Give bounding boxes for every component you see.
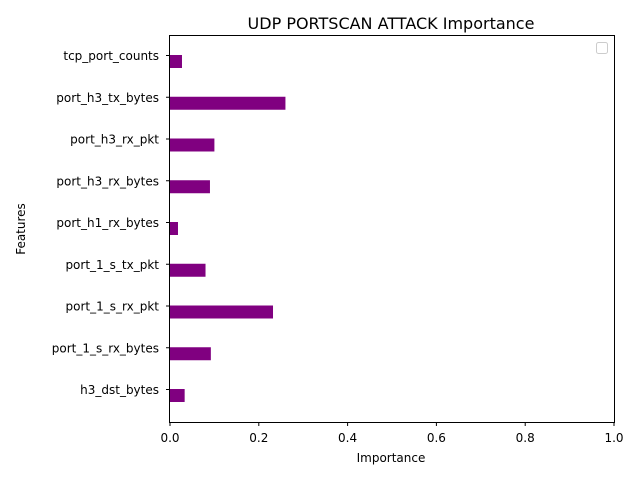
bar [170,305,274,319]
legend-box [596,42,608,54]
bar [170,180,210,194]
y-tick-label: port_1_s_rx_bytes [52,341,159,355]
bar [170,96,286,110]
y-tick-label: port_1_s_rx_pkt [66,300,160,314]
x-axis-label: Importance [357,451,426,465]
x-ticks-group: 0.0 0.2 0.4 0.6 0.8 1.0 [160,422,624,445]
y-tick-label: port_h3_tx_bytes [56,91,159,105]
x-tick-label: 0.4 [338,431,357,445]
bar [170,138,215,152]
x-tick-label: 0.2 [249,431,268,445]
x-tick-label: 0.0 [160,431,179,445]
chart-title: UDP PORTSCAN ATTACK Importance [248,14,535,33]
y-axis-label: Features [14,203,28,255]
bar [170,347,211,361]
y-tick-label: port_h3_rx_bytes [56,174,159,188]
bar [170,222,178,235]
x-tick-label: 0.6 [427,431,446,445]
y-tick-label: port_h1_rx_bytes [56,216,159,230]
bar [170,389,185,402]
bars-group [170,55,286,402]
y-tick-label: tcp_port_counts [63,49,159,63]
x-tick-label: 1.0 [604,431,623,445]
bar [170,263,206,277]
bar [170,55,182,68]
y-tick-label: port_1_s_tx_pkt [65,258,159,272]
y-tick-label: port_h3_rx_pkt [70,133,159,147]
y-ticks-group: tcp_port_counts port_h3_tx_bytes port_h3_r… [52,49,170,397]
plot-frame [169,35,615,423]
y-tick-label: h3_dst_bytes [80,383,159,397]
x-tick-label: 0.8 [516,431,535,445]
